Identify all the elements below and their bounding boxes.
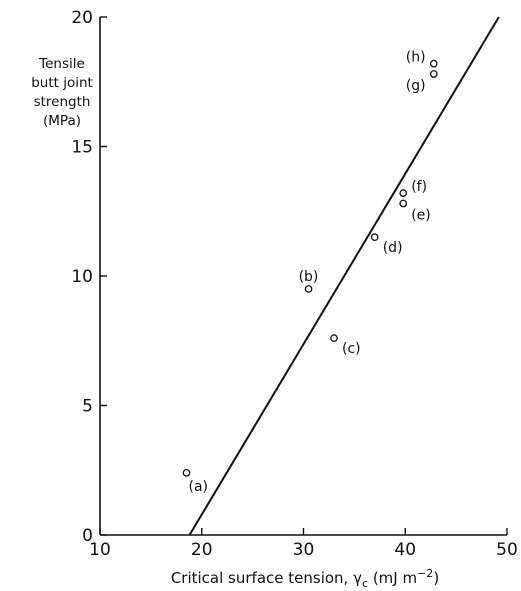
x-tick-label: 30 bbox=[293, 540, 315, 560]
x-tick-label: 20 bbox=[191, 540, 213, 560]
data-point-label: (h) bbox=[406, 50, 426, 66]
fit-line-group bbox=[188, 16, 500, 536]
y-axis-label: Tensile butt joint strength (MPa) bbox=[31, 56, 93, 129]
data-point-label: (b) bbox=[299, 269, 319, 285]
data-points: (a) (b) (c) (d) (e) (f) (g) (h) bbox=[182, 50, 438, 495]
data-point-label: (a) bbox=[188, 479, 208, 495]
x-axis-label-symbol: γ bbox=[353, 569, 362, 587]
data-point bbox=[370, 233, 379, 241]
x-axis-label-prefix: Critical surface tension, bbox=[171, 569, 353, 587]
y-tick-label: 5 bbox=[82, 397, 93, 417]
data-point bbox=[399, 199, 408, 208]
y-axis-label-line-1: Tensile bbox=[38, 56, 85, 72]
data-point bbox=[330, 334, 338, 343]
x-tick-label: 40 bbox=[394, 540, 416, 560]
y-tick-label: 20 bbox=[71, 8, 93, 28]
x-tick-label: 50 bbox=[496, 540, 518, 560]
x-axis-label-unit-close: ) bbox=[433, 569, 439, 587]
data-point-label: (f) bbox=[411, 179, 427, 195]
data-point bbox=[429, 59, 438, 68]
data-point-label: (g) bbox=[406, 78, 426, 94]
x-axis-label-unit-exponent: −2 bbox=[417, 567, 433, 580]
y-tick-label: 10 bbox=[71, 267, 93, 287]
y-axis-label-line-2: butt joint bbox=[31, 75, 93, 91]
x-tick-label: 10 bbox=[89, 540, 111, 560]
data-point-label: (d) bbox=[383, 240, 403, 256]
fit-line bbox=[188, 16, 500, 536]
data-point bbox=[182, 468, 191, 477]
x-axis-label: Critical surface tension, γc (mJ m−2) bbox=[171, 567, 439, 590]
data-point bbox=[304, 285, 313, 293]
ticks: 0 5 10 15 20 10 20 30 40 50 bbox=[71, 8, 517, 560]
y-tick-label: 0 bbox=[82, 526, 93, 546]
y-tick-label: 15 bbox=[71, 138, 93, 158]
data-point bbox=[399, 189, 408, 197]
data-point-label: (c) bbox=[342, 341, 361, 357]
y-axis-label-line-4: (MPa) bbox=[43, 113, 81, 129]
y-axis-label-line-3: strength bbox=[34, 94, 91, 110]
x-axis-label-subscript: c bbox=[362, 577, 368, 590]
data-point-label: (e) bbox=[411, 207, 431, 223]
data-point bbox=[429, 70, 438, 78]
x-axis-label-unit: (mJ m bbox=[368, 569, 417, 587]
